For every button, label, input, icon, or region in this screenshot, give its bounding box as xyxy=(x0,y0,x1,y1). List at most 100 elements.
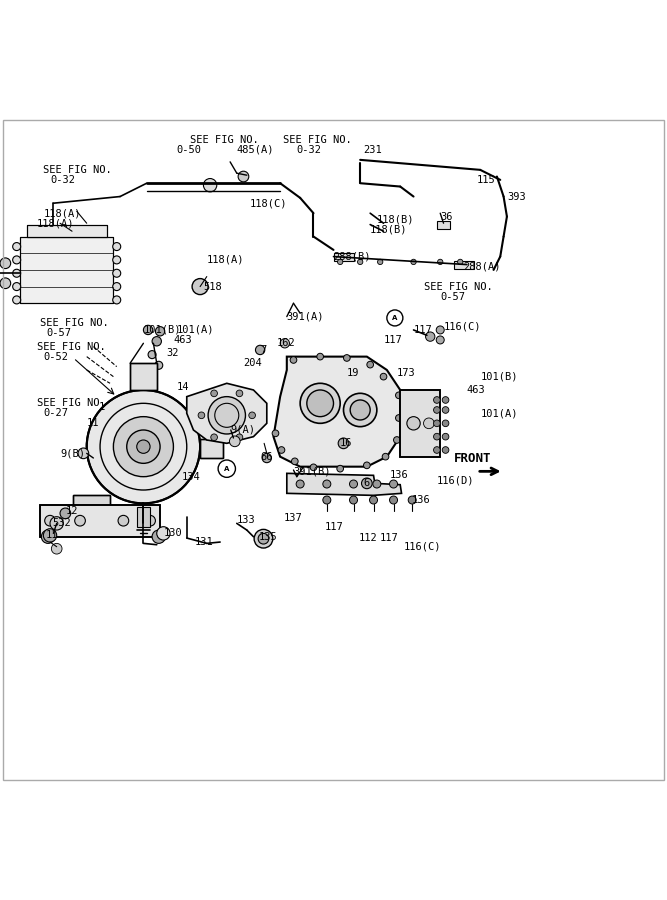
Circle shape xyxy=(258,534,269,544)
Circle shape xyxy=(411,259,416,265)
Text: SEE FIG NO.: SEE FIG NO. xyxy=(283,135,352,145)
Polygon shape xyxy=(287,473,402,495)
Circle shape xyxy=(13,296,21,304)
Circle shape xyxy=(229,436,240,446)
Circle shape xyxy=(344,355,350,361)
Circle shape xyxy=(43,528,57,542)
Text: 117: 117 xyxy=(414,325,432,335)
Bar xyxy=(200,439,223,458)
Text: SEE FIG NO.: SEE FIG NO. xyxy=(424,282,492,292)
Circle shape xyxy=(255,346,265,355)
Circle shape xyxy=(390,480,398,488)
Text: 101(B): 101(B) xyxy=(143,325,181,335)
Circle shape xyxy=(442,446,449,454)
Circle shape xyxy=(436,326,444,334)
Circle shape xyxy=(13,243,21,250)
Circle shape xyxy=(442,407,449,413)
Text: 134: 134 xyxy=(181,472,200,482)
Circle shape xyxy=(317,354,323,360)
Circle shape xyxy=(323,480,331,488)
Text: 116(D): 116(D) xyxy=(437,475,474,485)
Text: 118(B): 118(B) xyxy=(370,225,408,235)
Text: 137: 137 xyxy=(283,513,302,523)
Circle shape xyxy=(113,283,121,291)
Circle shape xyxy=(152,337,161,346)
Text: A: A xyxy=(392,315,398,321)
Text: 9(B): 9(B) xyxy=(60,448,85,458)
Circle shape xyxy=(350,496,358,504)
Bar xyxy=(437,220,450,229)
Text: 204: 204 xyxy=(243,358,262,368)
Circle shape xyxy=(278,446,285,454)
Bar xyxy=(130,364,157,390)
Circle shape xyxy=(387,310,403,326)
Circle shape xyxy=(424,418,434,428)
Text: 133: 133 xyxy=(237,515,255,525)
Text: A: A xyxy=(224,465,229,472)
Text: 0-32: 0-32 xyxy=(50,175,75,184)
Circle shape xyxy=(50,517,63,530)
Circle shape xyxy=(113,256,121,264)
Text: 0-32: 0-32 xyxy=(297,145,321,155)
Text: 32: 32 xyxy=(167,348,179,358)
Circle shape xyxy=(113,269,121,277)
Circle shape xyxy=(198,412,205,418)
Text: 118(B): 118(B) xyxy=(377,215,414,225)
Circle shape xyxy=(238,171,249,182)
Circle shape xyxy=(458,259,463,265)
Circle shape xyxy=(118,516,129,526)
Circle shape xyxy=(127,430,160,464)
Bar xyxy=(400,390,440,456)
Circle shape xyxy=(307,390,334,417)
Circle shape xyxy=(51,544,62,554)
Circle shape xyxy=(362,478,372,489)
Circle shape xyxy=(236,434,243,441)
Circle shape xyxy=(87,390,200,503)
Circle shape xyxy=(434,420,440,427)
Text: 135: 135 xyxy=(259,532,277,542)
Circle shape xyxy=(434,446,440,454)
Circle shape xyxy=(148,351,156,358)
Circle shape xyxy=(254,529,273,548)
Circle shape xyxy=(211,390,217,397)
Text: SEE FIG NO.: SEE FIG NO. xyxy=(37,399,105,409)
Circle shape xyxy=(442,420,449,427)
Circle shape xyxy=(310,464,317,471)
Text: 7: 7 xyxy=(260,345,266,355)
Text: 393: 393 xyxy=(507,192,526,202)
Circle shape xyxy=(337,465,344,472)
Circle shape xyxy=(155,361,163,369)
Circle shape xyxy=(60,508,71,518)
Text: 131: 131 xyxy=(195,537,213,547)
Circle shape xyxy=(396,415,402,421)
Circle shape xyxy=(13,269,21,277)
Circle shape xyxy=(434,407,440,413)
Circle shape xyxy=(236,390,243,397)
Text: 16: 16 xyxy=(340,438,353,448)
Text: 115: 115 xyxy=(477,175,496,184)
Text: 14: 14 xyxy=(177,382,189,392)
Bar xyxy=(20,237,113,303)
Bar xyxy=(40,505,160,536)
Circle shape xyxy=(45,516,55,526)
Text: 19: 19 xyxy=(347,368,360,378)
Text: 116(C): 116(C) xyxy=(404,542,441,552)
Circle shape xyxy=(157,526,170,540)
Text: 11: 11 xyxy=(45,530,58,540)
Text: 101(B): 101(B) xyxy=(480,372,518,382)
Circle shape xyxy=(344,393,377,427)
Text: 118(C): 118(C) xyxy=(250,198,287,208)
Circle shape xyxy=(350,400,370,420)
Circle shape xyxy=(442,397,449,403)
Text: 12: 12 xyxy=(65,507,78,517)
Text: SEE FIG NO.: SEE FIG NO. xyxy=(43,165,112,175)
Circle shape xyxy=(367,361,374,368)
Circle shape xyxy=(272,430,279,436)
Circle shape xyxy=(152,530,165,544)
Circle shape xyxy=(218,460,235,477)
Circle shape xyxy=(192,279,208,294)
Text: 130: 130 xyxy=(163,528,182,538)
Circle shape xyxy=(145,516,155,526)
Circle shape xyxy=(249,412,255,418)
Bar xyxy=(20,237,113,303)
